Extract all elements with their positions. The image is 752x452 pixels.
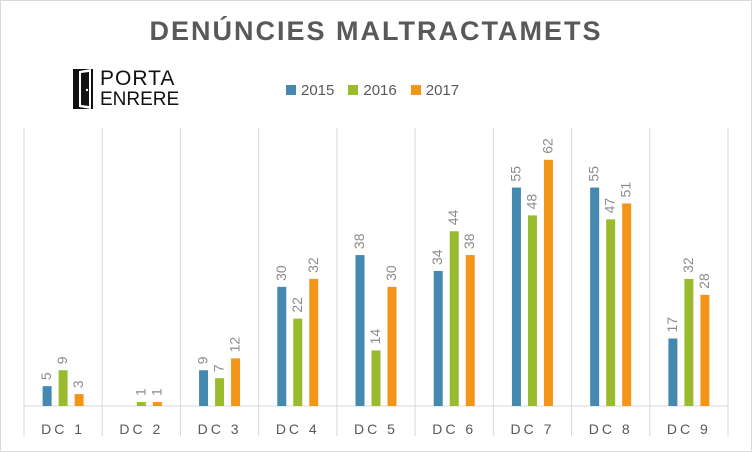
bar-2017-dc8 bbox=[622, 203, 632, 406]
legend-label-2017: 2017 bbox=[425, 81, 460, 99]
bar-2015-dc5 bbox=[355, 255, 365, 406]
door-icon bbox=[73, 69, 93, 109]
data-label: 22 bbox=[289, 297, 305, 313]
data-label: 28 bbox=[696, 273, 712, 289]
data-label: 55 bbox=[507, 166, 523, 182]
data-label: 32 bbox=[305, 257, 321, 273]
legend-label-2015: 2015 bbox=[301, 81, 335, 99]
bar-2016-dc5 bbox=[371, 350, 381, 406]
x-tick-label: DC 1 bbox=[41, 421, 85, 437]
x-tick-label: DC 7 bbox=[510, 421, 554, 437]
data-label: 55 bbox=[586, 166, 602, 182]
data-label: 12 bbox=[227, 337, 243, 353]
bar-2015-dc1 bbox=[42, 386, 52, 406]
data-label: 47 bbox=[602, 198, 618, 214]
bar-2017-dc5 bbox=[387, 286, 397, 406]
data-label: 17 bbox=[664, 317, 680, 333]
bar-2015-dc8 bbox=[590, 187, 600, 406]
data-label: 38 bbox=[461, 233, 477, 249]
bar-2015-dc7 bbox=[511, 187, 521, 406]
bar-2016-dc6 bbox=[449, 231, 459, 406]
bar-2016-dc2 bbox=[136, 402, 146, 406]
bar-2016-dc7 bbox=[527, 215, 537, 406]
bar-2015-dc6 bbox=[433, 270, 443, 406]
data-label: 32 bbox=[680, 257, 696, 273]
x-tick-label: DC 5 bbox=[354, 421, 398, 437]
bar-2015-dc3 bbox=[199, 370, 209, 406]
x-tick-label: DC 4 bbox=[276, 421, 320, 437]
bar-2017-dc9 bbox=[700, 294, 710, 406]
data-label: 1 bbox=[132, 388, 148, 396]
bar-2017-dc2 bbox=[152, 402, 162, 406]
bar-2016-dc9 bbox=[684, 278, 694, 406]
x-tick-label: DC 9 bbox=[667, 421, 711, 437]
data-label: 30 bbox=[273, 265, 289, 281]
legend-swatch-2015 bbox=[286, 85, 296, 95]
data-label: 5 bbox=[38, 372, 54, 380]
x-tick-label: DC 8 bbox=[589, 421, 633, 437]
bar-2015-dc4 bbox=[277, 286, 287, 406]
bar-2016-dc3 bbox=[215, 378, 225, 406]
bar-2017-dc4 bbox=[309, 278, 319, 406]
data-label: 51 bbox=[618, 182, 634, 198]
legend-swatch-2016 bbox=[348, 85, 359, 95]
data-label: 38 bbox=[351, 233, 367, 249]
bar-2015-dc9 bbox=[668, 338, 678, 406]
bar-2017-dc7 bbox=[543, 159, 553, 406]
data-label: 3 bbox=[70, 380, 86, 388]
bar-2016-dc4 bbox=[293, 318, 303, 406]
legend-label-2016: 2016 bbox=[363, 81, 397, 99]
data-label: 30 bbox=[383, 265, 399, 281]
legend-item-2017: 2017 bbox=[410, 81, 460, 99]
data-label: 34 bbox=[429, 249, 445, 265]
x-tick-label: DC 6 bbox=[432, 421, 476, 437]
legend-item-2015: 2015 bbox=[286, 82, 334, 99]
legend-swatch-2017 bbox=[410, 85, 421, 95]
data-label: 14 bbox=[367, 329, 383, 345]
data-label: 1 bbox=[148, 388, 164, 396]
data-label: 62 bbox=[539, 138, 555, 154]
legend-item-2016: 2016 bbox=[348, 81, 397, 99]
logo-text-bottom: ENRERE bbox=[100, 89, 180, 110]
chart-title: DENÚNCIES MALTRACTAMETS bbox=[149, 16, 603, 46]
data-label: 9 bbox=[54, 356, 70, 364]
bar-2016-dc1 bbox=[58, 370, 68, 406]
legend: 2015 2016 2017 bbox=[286, 80, 473, 100]
data-label: 44 bbox=[445, 209, 461, 225]
bar-2016-dc8 bbox=[606, 219, 616, 406]
bar-2017-dc3 bbox=[231, 358, 241, 406]
x-tick-label: DC 3 bbox=[198, 421, 242, 437]
bar-2017-dc6 bbox=[465, 255, 475, 406]
x-tick-label: DC 2 bbox=[119, 421, 163, 437]
bar-2017-dc1 bbox=[74, 394, 84, 406]
logo: PORTA ENRERE bbox=[72, 68, 182, 110]
data-label: 7 bbox=[211, 364, 227, 372]
data-label: 9 bbox=[195, 356, 211, 364]
logo-text-top: PORTA bbox=[100, 67, 176, 90]
data-label: 48 bbox=[523, 194, 539, 210]
